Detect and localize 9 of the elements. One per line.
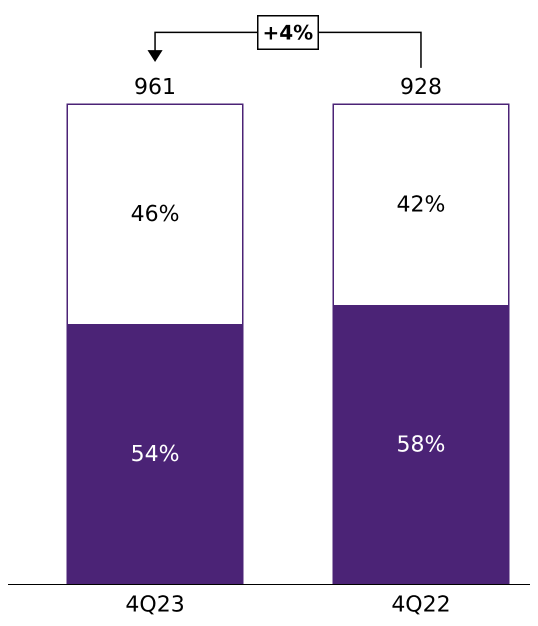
data-label: 54% [130,442,180,467]
x-tick-label: 4Q23 [125,592,185,618]
data-label: 42% [396,192,446,218]
annotation: 928 [400,75,442,100]
data-label: 58% [396,432,446,458]
text: +4% [262,20,314,44]
data-label: 46% [130,202,180,227]
x-tick-label: 4Q22 [391,592,451,618]
annotation: 961 [134,75,176,100]
